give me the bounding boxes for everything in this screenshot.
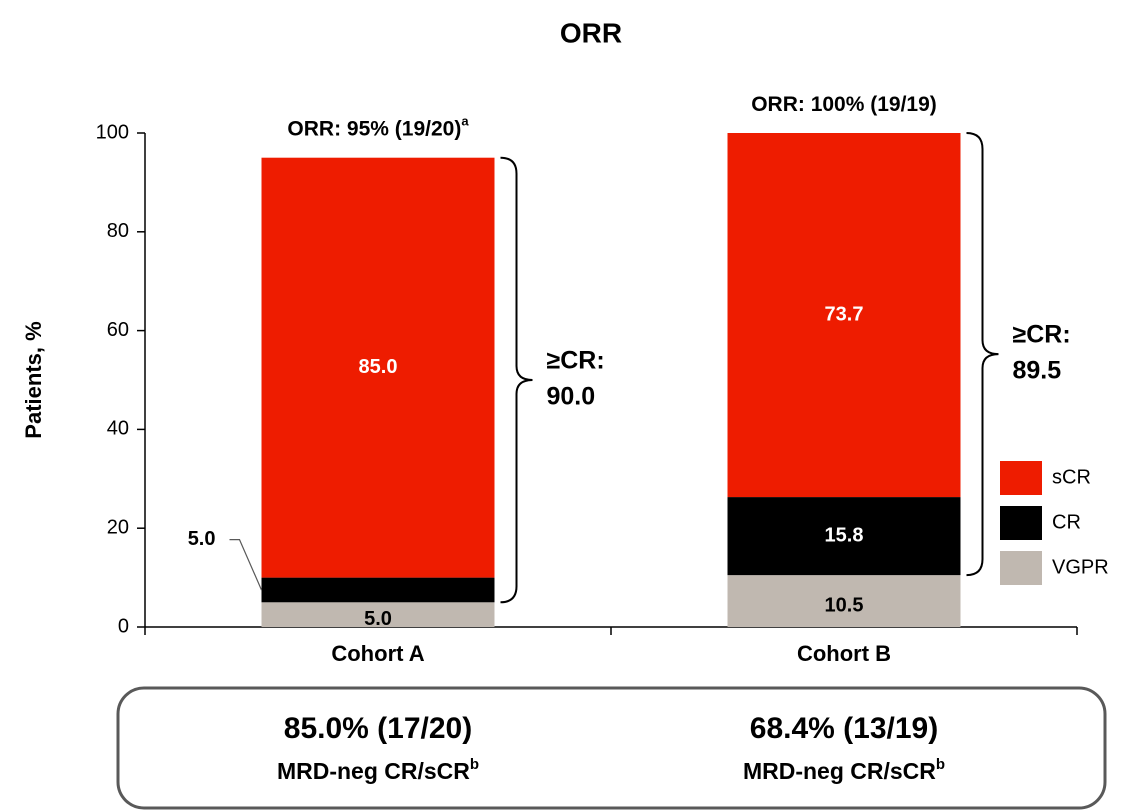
brace	[500, 156, 533, 604]
bar-segment	[261, 157, 495, 578]
summary-note: b	[470, 756, 479, 773]
orr-text: ORR: 95% (19/20)	[287, 117, 461, 140]
y-tick-label: 0	[118, 615, 129, 637]
summary-note: b	[936, 756, 945, 773]
summary-label: MRD-neg CR/sCRb	[277, 756, 479, 784]
y-tick-label: 80	[107, 220, 129, 242]
legend-label: VGPR	[1052, 556, 1109, 578]
chart-title: ORR	[560, 17, 622, 48]
bar-segment	[727, 497, 961, 576]
brace	[966, 132, 999, 577]
orr-label: ORR: 100% (19/19)	[751, 93, 937, 116]
bar-segment	[727, 133, 961, 498]
value-label: 5.0	[364, 608, 392, 630]
summary-box	[116, 686, 1107, 810]
value-label: 10.5	[825, 594, 864, 616]
legend-swatch	[1000, 461, 1042, 495]
value-label: 85.0	[359, 356, 398, 378]
bar-segment	[261, 577, 495, 603]
orr-text: ORR: 100% (19/19)	[751, 93, 937, 116]
bar-segment	[727, 575, 961, 627]
y-tick-label: 40	[107, 418, 129, 440]
y-tick-label: 20	[107, 516, 129, 538]
leader-line	[229, 538, 263, 591]
legend-label: CR	[1052, 511, 1081, 533]
y-tick-label: 100	[96, 121, 129, 143]
brace-value: 90.0	[547, 383, 596, 411]
bar-segment	[261, 602, 495, 627]
summary-label: MRD-neg CR/sCRb	[743, 756, 945, 784]
summary-label-text: MRD-neg CR/sCR	[277, 758, 470, 784]
value-label: 15.8	[825, 524, 864, 546]
y-axis-label: Patients, %	[21, 321, 46, 438]
summary-label-text: MRD-neg CR/sCR	[743, 758, 936, 784]
orr-note: a	[461, 114, 469, 129]
y-tick-label: 60	[107, 319, 129, 341]
brace-label: ≥CR:	[547, 347, 605, 375]
summary-rate: 68.4% (13/19)	[750, 712, 938, 745]
orr-label: ORR: 95% (19/20)a	[287, 114, 469, 140]
x-tick-label: Cohort A	[331, 641, 424, 666]
summary-rate: 85.0% (17/20)	[284, 712, 472, 745]
legend-swatch	[1000, 551, 1042, 585]
brace-value: 89.5	[1013, 357, 1062, 385]
legend-swatch	[1000, 506, 1042, 540]
brace-label: ≥CR:	[1013, 321, 1071, 349]
x-tick-label: Cohort B	[797, 641, 891, 666]
value-label: 5.0	[188, 528, 216, 550]
legend-label: sCR	[1052, 466, 1091, 488]
value-label: 73.7	[825, 303, 864, 325]
